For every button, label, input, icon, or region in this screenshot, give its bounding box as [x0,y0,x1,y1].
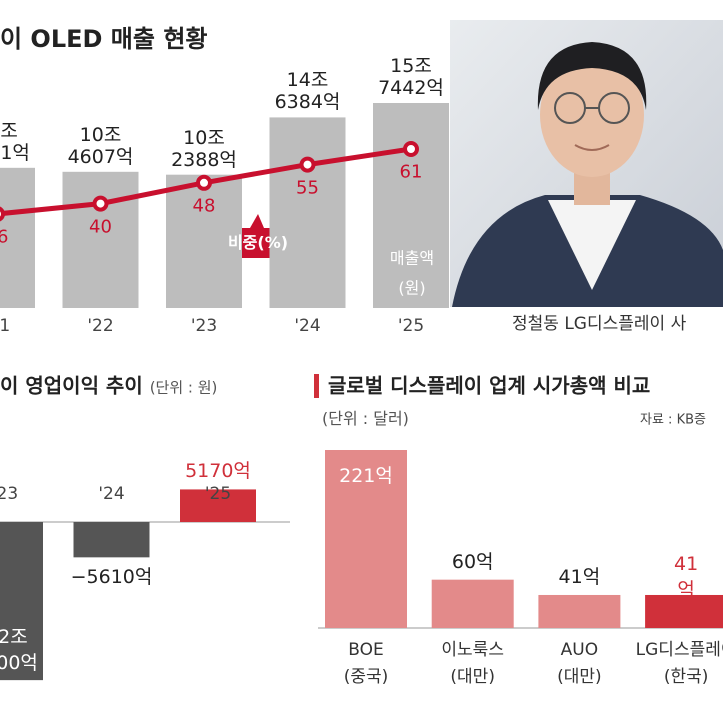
value-label: −2조 5100억 [0,626,38,675]
x-tick-label: BOE (중국) [343,640,389,687]
x-tick-label: LG디스플레이 (한국) [635,640,723,687]
value-label: 41억 [674,552,699,601]
line-point [299,156,316,173]
x-tick-label: '24 [294,316,321,337]
chart-title: 글로벌 디스플레이 업계 시가총액 비교 [328,373,651,398]
bar [180,489,256,522]
x-tick-label: AUO (대만) [557,640,602,687]
chart-title: 이 OLED 매출 현황 [0,25,208,54]
value-label: 5170억 [185,460,251,483]
chart-title-text: 이 영업이익 추이 [0,373,143,398]
chart-title: 이 영업이익 추이 (단위 : 원) [0,373,218,398]
value-label: 14조 6384억 [274,69,341,114]
value-label: 60억 [451,550,494,573]
value-label: 40 [89,216,112,238]
bar [62,171,139,308]
value-label: 15조 7442억 [378,55,444,99]
line-point [196,174,212,191]
bar [73,522,150,558]
x-tick-label: '25 [204,484,232,505]
bar [166,174,242,308]
source-label: 자료 : KB증 [640,412,706,428]
bar [373,103,449,308]
x-tick-label: 이노룩스 (대만) [441,640,504,687]
bar [325,450,407,628]
value-label: 221억 [339,465,393,487]
value-label: 48 [192,195,216,217]
line-point [403,141,419,157]
bar [538,594,621,628]
legend-label: 매출액 (원) [389,248,435,298]
value-label: −5610억 [70,566,153,589]
x-tick-label: '21 [0,316,11,337]
x-tick-label: '22 [87,316,114,337]
title-accent [314,374,319,398]
bar [645,594,723,628]
bar [0,167,35,308]
x-tick-label: '23 [0,484,19,505]
photo-caption: 정철동 LG디스플레이 사 [512,314,687,335]
value-label: 10조 7661억 [0,119,30,164]
value-label: 10조 4607억 [67,123,134,168]
unit-label: (단위 : 달러) [322,408,409,428]
line-point [92,195,109,212]
x-tick-label: '23 [190,316,218,337]
value-label: 61 [399,161,423,183]
bar [0,522,43,681]
unit-label: (단위 : 원) [149,378,218,397]
x-tick-label: '24 [98,484,125,505]
value-label: 55 [296,177,319,199]
bar [269,117,346,308]
bar [431,579,514,628]
portrait-photo [450,20,723,307]
line-point [0,206,5,222]
x-tick-label: '25 [397,316,425,337]
value-label: 36 [0,226,9,248]
value-label: 10조 2388억 [171,126,237,171]
value-label: 41억 [558,565,601,588]
legend-label: 비중(%) [227,232,289,252]
